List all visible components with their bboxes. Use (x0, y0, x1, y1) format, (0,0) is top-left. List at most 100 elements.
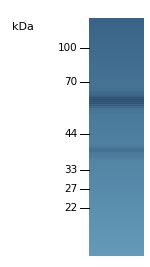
Bar (89, 43, 144, 44)
Bar (89, 153, 144, 154)
Bar (89, 203, 144, 204)
Bar (89, 191, 144, 192)
Bar (89, 143, 144, 144)
Bar (89, 111, 144, 112)
Bar (89, 183, 144, 184)
Text: 33: 33 (64, 164, 77, 175)
Bar (89, 210, 144, 211)
Bar (89, 88, 144, 89)
Bar (89, 62, 144, 63)
Bar (89, 218, 144, 219)
Bar (89, 20, 144, 21)
Bar (89, 63, 144, 64)
Bar (89, 254, 144, 255)
Bar (89, 200, 144, 201)
Bar (89, 144, 144, 145)
Bar (89, 87, 144, 88)
Bar (89, 146, 144, 147)
Bar (89, 156, 144, 157)
Bar (89, 120, 144, 121)
Bar (89, 59, 144, 60)
Bar (89, 84, 144, 85)
Bar (89, 229, 144, 230)
Bar (89, 80, 144, 81)
Bar (89, 41, 144, 42)
Bar (89, 166, 144, 167)
Bar (89, 88, 144, 89)
Bar (89, 118, 144, 119)
Bar (89, 115, 144, 116)
Bar (89, 99, 144, 100)
Bar (89, 214, 144, 215)
Bar (89, 38, 144, 39)
Bar (89, 206, 144, 207)
Bar (89, 101, 144, 102)
Bar (89, 192, 144, 193)
Bar (89, 100, 144, 101)
Bar (89, 204, 144, 205)
Bar (89, 121, 144, 122)
Bar (89, 162, 144, 163)
Bar (89, 103, 144, 104)
Bar (89, 155, 144, 156)
Bar (89, 250, 144, 251)
Bar (89, 160, 144, 161)
Bar (89, 94, 144, 95)
Bar (89, 170, 144, 171)
Bar (89, 158, 144, 159)
Bar (89, 175, 144, 176)
Bar (89, 213, 144, 214)
Bar (89, 115, 144, 116)
Bar (89, 156, 144, 157)
Bar (89, 19, 144, 20)
Bar (89, 111, 144, 112)
Bar (89, 91, 144, 92)
Bar (89, 249, 144, 250)
Bar (89, 150, 144, 151)
Bar (89, 33, 144, 34)
Bar (89, 158, 144, 159)
Bar (89, 155, 144, 156)
Bar (89, 18, 144, 19)
Bar (89, 48, 144, 49)
Bar (89, 105, 144, 106)
Bar (89, 215, 144, 216)
Bar (89, 112, 144, 113)
Bar (89, 106, 144, 107)
Bar (89, 148, 144, 149)
Bar (89, 133, 144, 134)
Bar (89, 193, 144, 194)
Bar (89, 154, 144, 155)
Bar (89, 239, 144, 240)
Text: 100: 100 (58, 44, 77, 53)
Bar (89, 157, 144, 158)
Bar (89, 58, 144, 59)
Bar (89, 231, 144, 232)
Bar (89, 101, 144, 102)
Bar (89, 207, 144, 208)
Bar (89, 178, 144, 179)
Bar (89, 132, 144, 133)
Bar (89, 107, 144, 108)
Bar (89, 246, 144, 247)
Bar (89, 90, 144, 91)
Bar (89, 52, 144, 53)
Bar (89, 35, 144, 36)
Bar (89, 109, 144, 110)
Bar (89, 255, 144, 256)
Bar (89, 131, 144, 132)
Bar (89, 67, 144, 68)
Bar (89, 27, 144, 28)
Bar (89, 93, 144, 95)
Bar (89, 150, 144, 151)
Bar (89, 117, 144, 118)
Bar (89, 241, 144, 242)
Bar (89, 142, 144, 143)
Bar (89, 238, 144, 239)
Bar (89, 46, 144, 47)
Bar (89, 177, 144, 178)
Text: kDa: kDa (12, 22, 34, 32)
Bar (89, 55, 144, 56)
Bar (89, 96, 144, 97)
Bar (89, 88, 144, 89)
